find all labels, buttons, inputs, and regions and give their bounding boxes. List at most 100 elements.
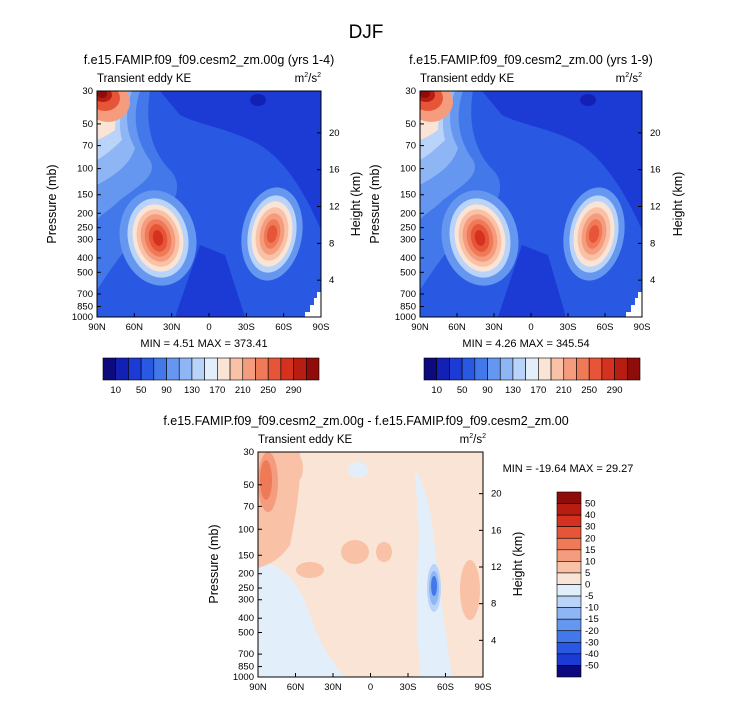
panel-c-colorbar-label: 10 (585, 556, 596, 567)
panel-a-colorbar-label: 130 (184, 385, 200, 396)
panel-a-colorbar-swatch (280, 357, 294, 381)
panel-c-positive-blob (341, 540, 369, 564)
panel-c-y-right-tick-label: 4 (491, 635, 496, 646)
panel-a-y-tick-label: 50 (82, 119, 93, 130)
panel-a-colorbar-swatch (293, 357, 307, 381)
panel-a-x-tick-label: 0 (206, 322, 211, 333)
panel-a-y-right-tick-label: 4 (329, 275, 334, 286)
panel-b-terrain-mask (626, 292, 642, 317)
panel-a-colorbar-label: 170 (209, 385, 225, 396)
panel-c-negative-core (431, 576, 437, 596)
panel-c-colorbar-swatch (556, 607, 582, 620)
panel-b-y-tick-label: 70 (405, 141, 416, 152)
panel-c-units: m2/s2 (460, 433, 486, 446)
panel-c-colorbar-swatch (556, 549, 582, 562)
panel-b-y-right-tick-label: 20 (650, 128, 661, 139)
panel-c-y-right-tick-label: 12 (491, 562, 502, 573)
panel-a-y-right-tick-label: 12 (329, 202, 340, 213)
panel-c-colorbar-swatch (556, 491, 582, 504)
panel-c-y-tick-label: 300 (238, 595, 254, 606)
panel-a-y-tick-label: 150 (77, 190, 93, 201)
panel-b-colorbar-label: 90 (482, 385, 493, 396)
panel-c-x-tick-label: 90S (475, 682, 492, 693)
panel-c-colorbar-swatch (556, 514, 582, 527)
panel-a-y-tick-label: 250 (77, 223, 93, 234)
panel-c-colorbar-swatch (556, 503, 582, 516)
panel-a-colorbar: 10 50 90 130 170 210 250 290 (102, 357, 320, 396)
panel-c-y-tick-label: 200 (238, 569, 254, 580)
panel-a-y-right-tick-label: 8 (329, 238, 334, 249)
panel-a-y-tick-label: 500 (77, 267, 93, 278)
panel-b-colorbar-swatch (487, 357, 501, 381)
panel-a-colorbar-swatch (102, 357, 117, 381)
panel-b-x-tick-label: 90S (634, 322, 651, 333)
panel-b-units: m2/s2 (616, 72, 642, 85)
panel-c-ylabel-right: Height (km) (511, 532, 525, 597)
panel-b-y-tick-label: 200 (400, 208, 416, 219)
panel-b-y-tick-label: 250 (400, 223, 416, 234)
panel-c-subtitle: Transient eddy KE (258, 434, 353, 446)
panel-c-polar-positive (260, 460, 272, 500)
panel-a-colorbar-swatch (305, 357, 320, 381)
panel-b-colorbar-swatch (563, 357, 577, 381)
panel-b-y-tick-label: 400 (400, 253, 416, 264)
panel-b-colorbar-label: 130 (505, 385, 521, 396)
panel-b-colorbar-swatch (449, 357, 463, 381)
panel-a-y-tick-label: 300 (77, 234, 93, 245)
panel-a-min-core (250, 94, 266, 106)
panel-c-colorbar-label: -10 (585, 603, 599, 614)
panel-c-colorbar-label: 40 (585, 510, 596, 521)
panel-b-colorbar: 10 50 90 130 170 210 250 290 (423, 357, 641, 396)
panel-a-field (97, 91, 321, 317)
panel-b-x-tick-label: 0 (528, 322, 533, 333)
panel-b-x-tick-label: 60N (448, 322, 466, 333)
panel-a-y-right-tick-label: 16 (329, 165, 340, 176)
panel-b-colorbar-swatch (423, 357, 438, 381)
panel-a-colorbar-swatch (217, 357, 231, 381)
panel-c-colorbar-label: 30 (585, 522, 596, 533)
panel-c-colorbar-label: -5 (585, 591, 593, 602)
panel-c-colorbar-label: 15 (585, 545, 596, 556)
panel-b-colorbar-swatch (601, 357, 615, 381)
panel-a-colorbar-swatch (140, 357, 155, 381)
panel-c-y-right-tick-label: 16 (491, 525, 502, 536)
panel-c-colorbar-label: -40 (585, 649, 599, 660)
panel-b-y-tick-label: 150 (400, 190, 416, 201)
panel-b-colorbar-label: 290 (607, 385, 623, 396)
panel-a-y-tick-label: 70 (82, 141, 93, 152)
panel-c-minmax: MIN = -19.64 MAX = 29.27 (503, 463, 634, 475)
panel-a-units: m2/s2 (295, 72, 321, 85)
panel-b-deep-lower (498, 245, 566, 317)
panel-c-y-right-tick-label: 20 (491, 489, 502, 500)
panel-b-colorbar-label: 210 (556, 385, 572, 396)
panel-b-jet-north (441, 190, 519, 286)
panel-b-y-tick-label: 30 (405, 86, 416, 97)
panel-c-x-tick-label: 90N (249, 682, 267, 693)
panel-a-ylabel: Pressure (mb) (45, 164, 59, 243)
panel-a-colorbar-swatch (166, 357, 180, 381)
panel-a-x-tick-label: 90N (88, 322, 106, 333)
panel-b-colorbar-swatch (614, 357, 628, 381)
panel-c-y-tick-label: 700 (238, 649, 254, 660)
panel-a-y-tick-label: 700 (77, 289, 93, 300)
panel-b-x-tick-label: 30S (560, 322, 577, 333)
panel-c-y-tick-label: 150 (238, 550, 254, 561)
panel-b-colorbar-label: 50 (457, 385, 468, 396)
panel-c-negative-region (258, 560, 345, 677)
panel-c-colorbar-label: -50 (585, 660, 599, 671)
panel-a-colorbar-label: 290 (286, 385, 302, 396)
panel-a-ylabel-right: Height (km) (349, 172, 363, 237)
panel-b-colorbar-swatch (626, 357, 641, 381)
panel-b-colorbar-swatch (461, 357, 476, 381)
panel-c-colorbar-swatch (556, 618, 582, 632)
panel-c-positive-blob (460, 560, 480, 620)
panel-c-y-tick-label: 850 (238, 662, 254, 673)
panel-b-ylabel-right: Height (km) (671, 172, 685, 237)
panel-a-jet-south (241, 187, 303, 281)
panel-b-minmax: MIN = 4.26 MAX = 345.54 (462, 338, 589, 350)
panel-a-y-tick-label: 100 (77, 164, 93, 175)
panel-b-y-tick-label: 300 (400, 234, 416, 245)
panel-a-jet-north (119, 190, 197, 286)
panel-c-colorbar-label: 5 (585, 568, 590, 579)
panel-b-min-core (580, 94, 596, 106)
